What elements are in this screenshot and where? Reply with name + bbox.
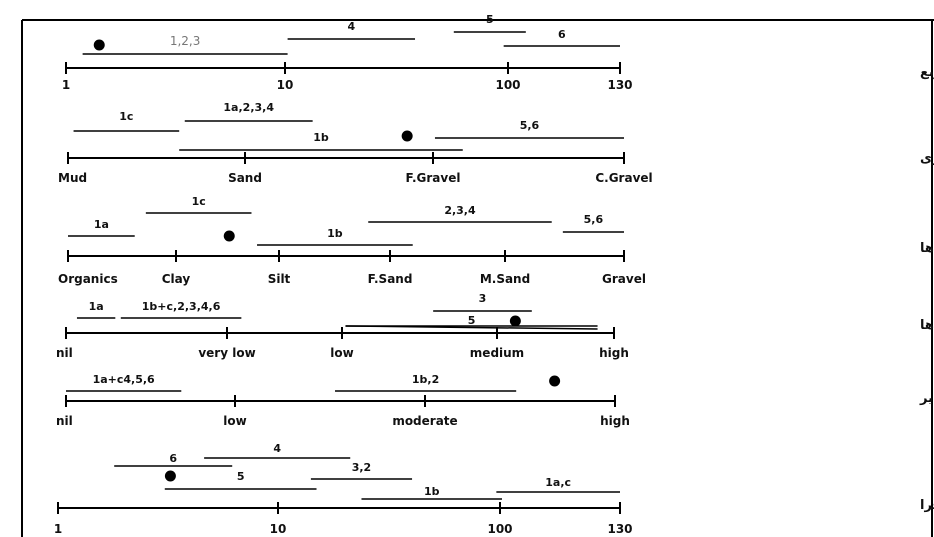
tick-label: 1 [54, 522, 62, 536]
tick-label: Gravel [602, 272, 646, 286]
tick-label: F.Sand [368, 272, 413, 286]
tick-label: 100 [487, 522, 512, 536]
marker-dot [509, 315, 521, 327]
tick-label: 130 [607, 78, 632, 92]
tick-label: Mud [58, 171, 87, 185]
range-bar-label: 1a [94, 218, 109, 231]
range-bar-label: 2,3,4 [444, 204, 476, 217]
tick-label: 10 [270, 522, 287, 536]
range-bar-label: 5 [486, 13, 494, 26]
tick-label: nil [56, 414, 73, 428]
range-bar-label: 1b [327, 227, 343, 240]
marker-dot [223, 230, 235, 242]
row-title: اندازه بار بستری [920, 151, 934, 166]
row-stream-power: 1 10 100 130 1,2,3 4 5 6 توان جریان بر حسب وات ب… [62, 13, 934, 92]
marker-dot [401, 130, 413, 142]
range-bar-label: 1a+c4,5,6 [93, 373, 155, 386]
range-bar-label: 5,6 [584, 213, 604, 226]
range-bar-label: 4 [273, 442, 281, 455]
tick-label: F.Gravel [406, 171, 461, 185]
tick-label: moderate [392, 414, 457, 428]
marker-dot [93, 39, 105, 51]
range-bar-label: 1b+c,2,3,4,6 [142, 300, 221, 313]
range-bar-label: 1a [89, 300, 104, 313]
tick-label: 1 [62, 78, 70, 92]
range-bar-label: 5 [237, 470, 245, 483]
tick-label: low [330, 346, 353, 360]
tick-label: Clay [162, 272, 191, 286]
range-bar-label: 1,2,3 [170, 34, 201, 48]
row-title: اندازه ذرات کرانه ها [920, 241, 934, 256]
tick-label: high [599, 346, 629, 360]
tick-label: very low [198, 346, 255, 360]
range-bar-label: 5 [468, 314, 476, 327]
range-bar-label: 1c [192, 195, 206, 208]
range-bar-label: 6 [558, 28, 566, 41]
tick-label: M.Sand [480, 272, 530, 286]
range-bar-label: 1b [424, 485, 440, 498]
tick-label: C.Gravel [595, 171, 652, 185]
tick-label: nil [56, 346, 73, 360]
row-bed-load: Mud Sand F.Gravel C.Gravel 1c 1a,2,3,4 1b 5,6 ان… [58, 101, 934, 185]
range-bar-label: 3 [479, 292, 487, 305]
row-island-length-width: 1 10 100 130 6 4 3,2 5 1b 1a,c میزان طول جزایر به … [54, 442, 934, 536]
tick-label: low [223, 414, 246, 428]
range-bar-label: 1c [119, 110, 133, 123]
tick-label: Sand [228, 171, 262, 185]
tick-label: high [600, 414, 630, 428]
row-island-aggradation: nil low moderate high 1a+c4,5,6 1b,2 میزان افز… [56, 373, 934, 428]
tick-label: Silt [268, 272, 291, 286]
row-title: میزان افزایش عمودی جزایر [919, 391, 934, 406]
row-title: میزان جابجایی کرانه ها [920, 318, 934, 333]
tick-label: Organics [58, 272, 118, 286]
range-bar-label: 3,2 [352, 461, 372, 474]
row-bank-erosion: nil very low low medium high 1a 1b+c,2,3,4,6 35… [56, 292, 934, 360]
tick-label: 100 [495, 78, 520, 92]
range-bar-label: 1a,c [545, 476, 571, 489]
range-bar-label: 1b,2 [412, 373, 439, 386]
range-bar-label: 5,6 [520, 119, 540, 132]
range-bar-label: 1b [313, 131, 329, 144]
row-title: میزان طول جزایر به پهنای مجرا [920, 498, 934, 513]
tick-label: 10 [277, 78, 294, 92]
row-title: توان جریان بر حسب وات بر متر مربع [920, 65, 934, 80]
marker-dot [164, 470, 176, 482]
tick-label: medium [470, 346, 524, 360]
range-bar-label: 4 [347, 20, 355, 33]
range-bar-label: 6 [169, 452, 177, 465]
row-bank-particles: Organics Clay Silt F.Sand M.Sand Gravel 1a 1c 1b… [58, 195, 934, 286]
tick-label: 130 [607, 522, 632, 536]
range-bar-label: 1a,2,3,4 [223, 101, 274, 114]
marker-dot [549, 375, 561, 387]
